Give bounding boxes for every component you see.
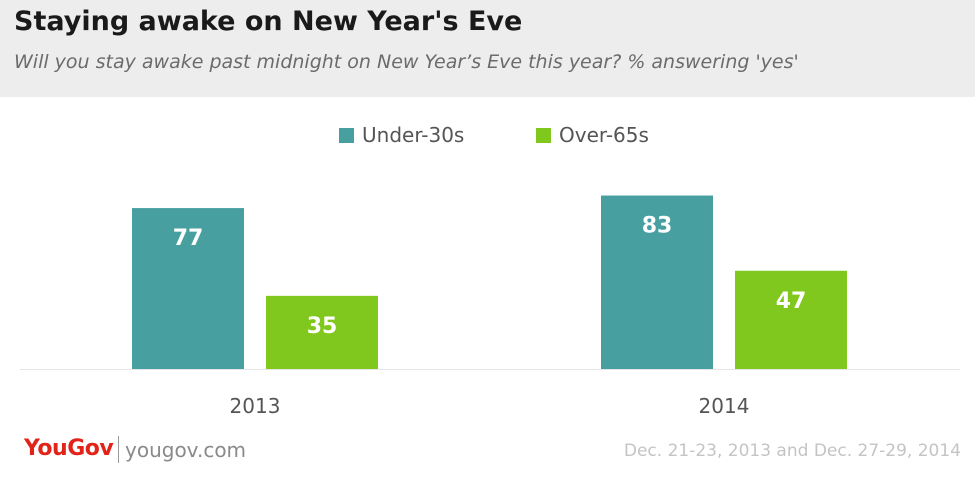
data-label-over-65s-2013: 35 xyxy=(307,314,338,339)
bar-over-65s-2013 xyxy=(266,295,378,369)
legend-label-over-65s: Over-65s xyxy=(559,123,649,147)
footer-divider xyxy=(118,436,119,463)
x-tick-label-2014: 2014 xyxy=(699,394,750,418)
bar-under-30s-2014 xyxy=(601,195,713,369)
legend-swatch-over-65s xyxy=(536,128,551,143)
chart-title: Staying awake on New Year's Eve xyxy=(14,6,523,37)
yougov-logo: YouGov xyxy=(24,436,114,461)
footer-date-note: Dec. 21-23, 2013 and Dec. 27-29, 2014 xyxy=(623,441,961,461)
bar-under-30s-2013 xyxy=(132,208,244,369)
legend-swatch-under-30s xyxy=(339,128,354,143)
bar-over-65s-2014 xyxy=(735,270,847,369)
data-label-under-30s-2014: 83 xyxy=(642,214,673,239)
chart-subtitle: Will you stay awake past midnight on New… xyxy=(14,51,799,73)
data-label-under-30s-2013: 77 xyxy=(173,226,204,251)
legend-label-under-30s: Under-30s xyxy=(362,123,465,147)
chart-header: Staying awake on New Year's Eve Will you… xyxy=(0,0,975,97)
data-label-over-65s-2014: 47 xyxy=(776,289,807,314)
footer-url[interactable]: yougov.com xyxy=(125,438,247,462)
bar-chart: 77 35 2013 83 47 2014 xyxy=(20,195,960,418)
chart-legend: Under-30s Over-65s xyxy=(0,122,975,148)
x-tick-label-2013: 2013 xyxy=(230,394,281,418)
